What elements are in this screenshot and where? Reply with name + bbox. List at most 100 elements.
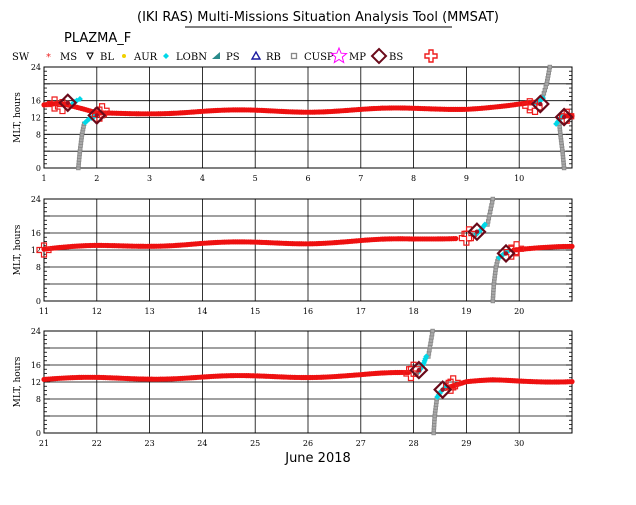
legend: SW * MS BL AUR LOBN PS RB CUSP MP BS bbox=[12, 46, 438, 65]
mp-crossing bbox=[58, 93, 78, 113]
star-icon: * bbox=[46, 52, 51, 63]
legend-label: LOBN bbox=[176, 52, 207, 63]
x-tick-label: 6 bbox=[305, 174, 310, 183]
x-tick-label: 1 bbox=[41, 174, 46, 183]
mp-crossing-center bbox=[440, 387, 445, 392]
x-tick-label: 13 bbox=[145, 307, 155, 316]
y-tick-label: 24 bbox=[31, 63, 41, 72]
y-tick-label: 24 bbox=[31, 327, 41, 336]
y-tick-label: 12 bbox=[31, 378, 41, 387]
mp-crossing bbox=[409, 360, 429, 380]
bs-crossing bbox=[403, 365, 419, 382]
legend-label: CUSP bbox=[304, 52, 334, 63]
x-tick-label: 25 bbox=[250, 439, 260, 448]
cusp-point bbox=[547, 64, 553, 70]
y-tick-label: 8 bbox=[36, 395, 41, 404]
mp-crossing-center bbox=[65, 100, 70, 105]
legend-label: BL bbox=[100, 52, 114, 63]
y-tick-label: 8 bbox=[36, 263, 41, 272]
mp-crossing bbox=[530, 94, 550, 114]
x-tick-label: 21 bbox=[39, 439, 49, 448]
bs-crossing bbox=[508, 241, 525, 257]
x-tick-label: 5 bbox=[253, 174, 258, 183]
legend-item: BS bbox=[370, 47, 403, 65]
mp-crossing bbox=[554, 107, 574, 127]
x-tick-label: 4 bbox=[200, 174, 205, 183]
mp-crossing-center bbox=[416, 367, 422, 373]
x-axis-label: June 2018 bbox=[284, 451, 351, 466]
lobn-point bbox=[481, 221, 488, 228]
diamond-small-icon bbox=[163, 53, 169, 59]
x-tick-label: 22 bbox=[92, 439, 102, 448]
bs-crossing bbox=[503, 244, 519, 260]
x-tick-label: 19 bbox=[461, 307, 471, 316]
diamond-outline-icon bbox=[370, 47, 388, 65]
x-tick-label: 23 bbox=[145, 439, 155, 448]
ms-point bbox=[569, 243, 575, 249]
triangle-fill-icon bbox=[212, 52, 220, 59]
cusp-point bbox=[490, 196, 495, 202]
legend-label: MS bbox=[60, 52, 77, 63]
x-tick-label: 17 bbox=[356, 307, 366, 316]
y-tick-label: 12 bbox=[31, 246, 41, 255]
ms-point bbox=[453, 235, 459, 242]
triangle-up-icon bbox=[250, 50, 262, 60]
legend-label: SW bbox=[12, 52, 30, 63]
ms-point bbox=[569, 378, 575, 385]
x-tick-label: 8 bbox=[411, 174, 416, 183]
bs-crossing bbox=[36, 242, 52, 258]
y-tick-label: 24 bbox=[31, 195, 41, 204]
y-axis-label: MLT, hours bbox=[13, 92, 23, 143]
x-tick-label: 7 bbox=[358, 174, 363, 183]
legend-item bbox=[424, 49, 438, 63]
legend-label: PS bbox=[226, 52, 240, 63]
legend-item: BL bbox=[86, 52, 114, 63]
x-tick-label: 16 bbox=[303, 307, 313, 316]
y-tick-label: 12 bbox=[31, 114, 41, 123]
x-tick-label: 29 bbox=[461, 439, 471, 448]
x-tick-label: 30 bbox=[514, 439, 524, 448]
chart-panel-3: 21 22 23 24 25 26 27 28 29 30 0 8 12 16 24 MLT, hours bbox=[13, 327, 575, 448]
legend-label: RB bbox=[266, 52, 281, 63]
x-tick-label: 18 bbox=[409, 307, 419, 316]
mission-label: PLAZMA_F bbox=[64, 31, 131, 46]
bs-crossing bbox=[445, 375, 461, 391]
y-tick-label: 16 bbox=[31, 229, 41, 238]
legend-label: MP bbox=[349, 52, 366, 63]
x-tick-label: 2 bbox=[94, 174, 99, 183]
x-tick-label: 14 bbox=[197, 307, 207, 316]
y-axis-label: MLT, hours bbox=[13, 356, 23, 407]
bs-crossing bbox=[458, 230, 474, 246]
legend-item: RB bbox=[250, 50, 281, 63]
legend-item: PS bbox=[212, 52, 240, 63]
x-tick-label: 24 bbox=[197, 439, 207, 448]
legend-item: CUSP bbox=[290, 52, 334, 63]
bs-crossing bbox=[54, 98, 71, 115]
legend-item: LOBN bbox=[163, 52, 207, 63]
cross-outline-icon bbox=[424, 49, 438, 63]
y-tick-label: 8 bbox=[36, 130, 41, 139]
x-tick-label: 3 bbox=[147, 174, 152, 183]
x-tick-label: 12 bbox=[92, 307, 102, 316]
legend-item: MP bbox=[330, 46, 366, 64]
mp-crossing-center bbox=[474, 229, 480, 234]
bs-crossing bbox=[527, 99, 543, 115]
y-tick-label: 0 bbox=[36, 164, 41, 173]
y-axis-label: MLT, hours bbox=[13, 224, 23, 275]
mp-crossing bbox=[496, 243, 516, 263]
mp-crossing-center bbox=[561, 114, 567, 120]
y-tick-label: 16 bbox=[31, 97, 41, 106]
x-tick-label: 28 bbox=[409, 439, 419, 448]
chart-panel-2: 11 12 13 14 15 16 17 18 19 20 0 8 12 16 24 MLT, hours bbox=[13, 195, 575, 316]
cusp-point bbox=[430, 328, 435, 334]
legend-label: BS bbox=[389, 52, 403, 63]
x-tick-label: 27 bbox=[356, 439, 366, 448]
legend-item: AUR bbox=[122, 52, 158, 63]
legend-item: * MS bbox=[46, 52, 77, 63]
y-tick-label: 16 bbox=[31, 361, 41, 370]
legend-item: SW bbox=[12, 52, 30, 63]
